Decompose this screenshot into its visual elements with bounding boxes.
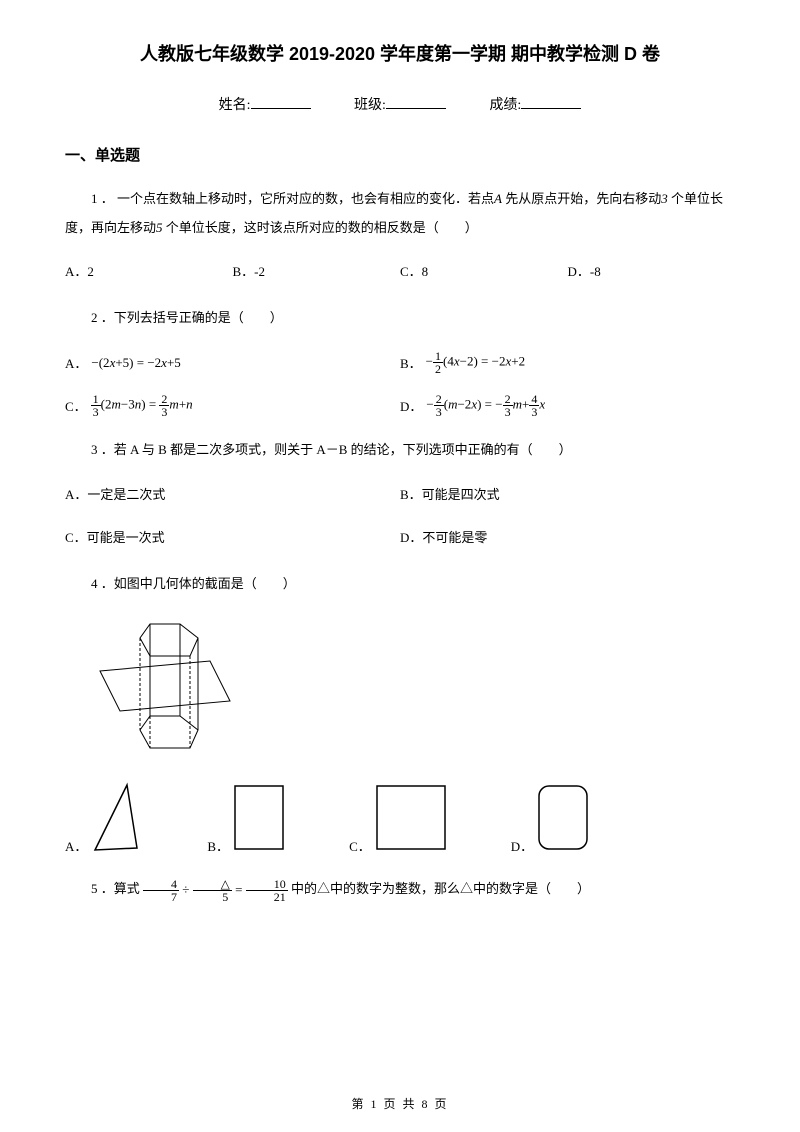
parallelogram-icon (87, 780, 147, 855)
rounded-rect-icon (533, 780, 593, 855)
q3-opt-a: A．一定是二次式 (65, 483, 400, 506)
q2-b-expr: −12(4x−2) = −2x+2 (426, 350, 525, 375)
q2-opt-d: D． −23(m−2x) = −23m+43x (400, 393, 735, 418)
q1-opt-b: B．-2 (233, 260, 401, 283)
question-3: 3 ．若 A 与 B 都是二次多项式，则关于 A－B 的结论，下列选项中正确的有… (65, 436, 735, 465)
q4-b-label: B． (207, 836, 229, 855)
q4-opt-d: D． (511, 780, 593, 855)
q4-text: 如图中几何体的截面是（ ） (114, 576, 296, 591)
q1-opt-d: D．-8 (568, 260, 736, 283)
section-1-header: 一、单选题 (65, 144, 735, 165)
q1-v1: 3 (661, 191, 668, 206)
q1-point: A (494, 191, 502, 206)
student-info-line: 姓名: 班级: 成绩: (65, 94, 735, 114)
q4-opt-b: B． (207, 780, 289, 855)
q2-opt-c: C． 13(2m−3n) = 23m+n (65, 393, 400, 418)
q3-text: 若 A 与 B 都是二次多项式，则关于 A－B 的结论，下列选项中正确的有（ ） (114, 442, 572, 457)
question-2: 2 ．下列去括号正确的是（ ） (65, 304, 735, 333)
q1-opt-a: A．2 (65, 260, 233, 283)
q3-options-row2: C．可能是一次式 D．不可能是零 (65, 526, 735, 549)
q4-opt-a: A． (65, 780, 147, 855)
score-blank (521, 108, 581, 109)
q4-opt-c: C． (349, 780, 451, 855)
page-title: 人教版七年级数学 2019-2020 学年度第一学期 期中教学检测 D 卷 (65, 40, 735, 66)
q1-options: A．2 B．-2 C．8 D．-8 (65, 260, 735, 283)
q2-a-label: A． (65, 353, 87, 372)
q2-b-label: B． (400, 353, 422, 372)
page-footer: 第 1 页 共 8 页 (0, 1095, 800, 1112)
q4-a-label: A． (65, 836, 87, 855)
class-label: 班级: (354, 94, 386, 114)
hexagonal-prism-icon (95, 616, 235, 756)
name-label: 姓名: (219, 94, 251, 114)
q1-opt-c: C．8 (400, 260, 568, 283)
name-blank (251, 108, 311, 109)
q2-d-expr: −23(m−2x) = −23m+43x (426, 393, 545, 418)
q2-opt-a: A． −(2x+5) = −2x+5 (65, 353, 400, 372)
q4-d-label: D． (511, 836, 533, 855)
q2-a-expr: −(2x+5) = −2x+5 (91, 355, 180, 371)
score-label: 成绩: (489, 94, 521, 114)
q1-num: 1 ． (91, 191, 114, 206)
q2-num: 2 ． (91, 310, 114, 325)
question-1: 1 ． 一个点在数轴上移动时，它所对应的数，也会有相应的变化．若点A 先从原点开… (65, 185, 735, 242)
q3-opt-d: D．不可能是零 (400, 526, 735, 549)
q5-text-b: 中的△中的数字为整数，那么△中的数字是（ ） (291, 881, 590, 896)
q2-d-label: D． (400, 396, 422, 415)
class-blank (386, 108, 446, 109)
q3-options-row1: A．一定是二次式 B．可能是四次式 (65, 483, 735, 506)
q2-c-expr: 13(2m−3n) = 23m+n (91, 393, 193, 418)
q4-options: A． B． C． D． (65, 780, 735, 855)
q2-options: A． −(2x+5) = −2x+5 B． −12(4x−2) = −2x+2 … (65, 350, 735, 418)
q3-opt-b: B．可能是四次式 (400, 483, 735, 506)
question-4: 4 ．如图中几何体的截面是（ ） (65, 570, 735, 599)
rectangle-tall-icon (229, 780, 289, 855)
q4-num: 4 ． (91, 576, 114, 591)
q1-text-d: 个单位长度，这时该点所对应的数的相反数是（ ） (166, 220, 478, 235)
q2-c-label: C． (65, 396, 87, 415)
q3-opt-c: C．可能是一次式 (65, 526, 400, 549)
q2-text: 下列去括号正确的是（ ） (114, 310, 283, 325)
q1-text-a: 一个点在数轴上移动时，它所对应的数，也会有相应的变化．若点 (117, 191, 494, 206)
q4-figure (95, 616, 735, 760)
q5-text-a: 算式 (114, 881, 140, 896)
q5-expr: 47 ÷ △5 = 1021 (143, 882, 291, 897)
q1-text-b: 先从原点开始，先向右移动 (505, 191, 661, 206)
square-icon (371, 780, 451, 855)
q4-c-label: C． (349, 836, 371, 855)
q3-num: 3 ． (91, 442, 114, 457)
q1-v2: 5 (156, 220, 163, 235)
q2-opt-b: B． −12(4x−2) = −2x+2 (400, 350, 735, 375)
q5-num: 5 ． (91, 881, 114, 896)
question-5: 5 ．算式 47 ÷ △5 = 1021 中的△中的数字为整数，那么△中的数字是… (65, 875, 735, 904)
